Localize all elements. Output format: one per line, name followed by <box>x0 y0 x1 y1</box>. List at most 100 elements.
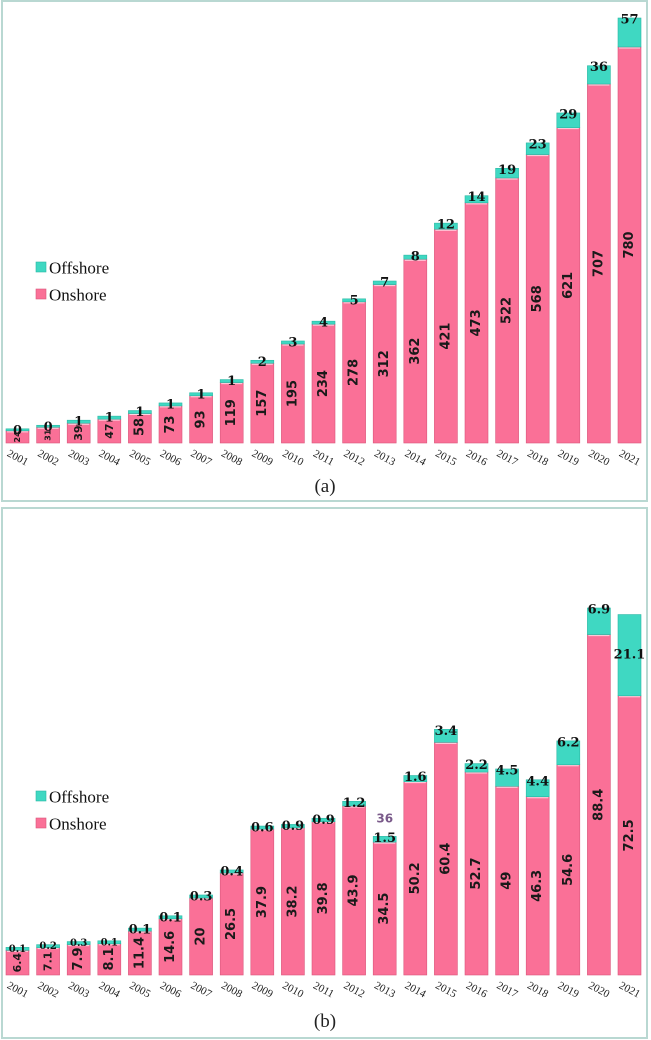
x-tick-label: 2004 <box>97 980 122 1001</box>
offshore-value-label: 3 <box>288 335 297 350</box>
x-tick-label: 2004 <box>97 448 122 469</box>
onshore-value-label: 39 <box>72 425 85 440</box>
offshore-value-label: 1 <box>135 405 144 420</box>
offshore-value-label: 0.6 <box>251 821 274 836</box>
offshore-value-label: 5 <box>350 293 359 308</box>
bar-offshore-a-2016 <box>464 195 489 204</box>
x-tick-label: 2002 <box>36 448 61 469</box>
onshore-value-label: 234 <box>316 370 331 397</box>
annotation-label: 36 <box>376 811 393 825</box>
onshore-value-label: 24 <box>13 431 22 443</box>
onshore-value-label: 312 <box>377 350 392 377</box>
onshore-value-label: 14.6 <box>163 931 178 963</box>
onshore-value-label: 522 <box>500 297 515 324</box>
bar-offshore-a-2003 <box>66 419 91 424</box>
chart-caption: (a) <box>314 476 335 497</box>
chart-caption: (b) <box>314 1011 336 1032</box>
x-tick-label: 2019 <box>556 980 581 1001</box>
x-tick-label: 2009 <box>250 980 275 1001</box>
x-tick-label: 2012 <box>342 448 367 469</box>
bar-offshore-b-2018 <box>525 779 550 797</box>
onshore-value-label: 54.6 <box>561 854 576 886</box>
offshore-value-label: 21.1 <box>614 648 646 663</box>
bar-offshore-b-2006 <box>158 915 183 920</box>
x-tick-label: 2018 <box>525 448 550 469</box>
legend-swatch-onshore <box>35 817 47 829</box>
offshore-value-label: 6.9 <box>588 603 611 618</box>
bar-offshore-b-2008 <box>219 869 244 874</box>
x-tick-label: 2011 <box>311 448 336 469</box>
offshore-value-label: 1 <box>166 397 175 412</box>
bar-offshore-a-2007 <box>189 392 213 397</box>
offshore-value-label: 14 <box>467 190 485 205</box>
bar-offshore-a-2013 <box>372 280 397 285</box>
onshore-value-label: 20 <box>194 927 209 945</box>
onshore-value-label: 37.9 <box>255 886 270 918</box>
x-tick-label: 2018 <box>525 980 550 1001</box>
onshore-value-label: 39.8 <box>316 882 331 914</box>
offshore-value-label: 2.2 <box>465 758 488 773</box>
bar-offshore-a-2012 <box>342 298 366 303</box>
x-tick-label: 2015 <box>433 448 459 469</box>
bar-offshore-a-2002 <box>36 424 60 428</box>
x-tick-label: 2002 <box>36 980 61 1001</box>
offshore-value-label: 0 <box>44 420 53 435</box>
x-tick-label: 2006 <box>158 448 183 469</box>
bar-offshore-a-2019 <box>556 112 581 128</box>
bar-offshore-a-2006 <box>158 402 183 407</box>
bar-offshore-b-2020 <box>587 607 611 635</box>
bar-offshore-b-2011 <box>311 817 336 823</box>
offshore-value-label: 1 <box>197 387 206 402</box>
offshore-value-label: 0 <box>13 423 22 438</box>
onshore-value-label: 7.9 <box>71 947 86 970</box>
offshore-value-label: 0.1 <box>159 910 182 925</box>
onshore-value-label: 34.5 <box>377 893 392 925</box>
legend-swatch-onshore <box>35 288 47 300</box>
onshore-value-label: 43.9 <box>347 874 362 906</box>
x-tick-label: 2005 <box>127 448 152 469</box>
offshore-value-label: 1 <box>227 374 236 389</box>
bar-offshore-a-2011 <box>311 320 336 325</box>
bar-offshore-a-2010 <box>281 340 305 345</box>
bar-offshore-b-2015 <box>434 729 458 743</box>
offshore-value-label: 12 <box>437 218 455 233</box>
onshore-value-label: 93 <box>194 410 209 428</box>
bar-offshore-b-2005 <box>128 927 152 932</box>
x-tick-label: 2021 <box>617 448 642 469</box>
x-tick-label: 2001 <box>5 448 30 469</box>
offshore-value-label: 23 <box>529 137 547 152</box>
offshore-value-label: 1 <box>74 415 83 430</box>
onshore-value-label: 568 <box>530 285 545 312</box>
offshore-value-label: 4.4 <box>526 774 549 789</box>
bar-offshore-b-2007 <box>189 894 213 899</box>
bar-offshore-a-2008 <box>219 379 244 383</box>
offshore-value-label: 0.1 <box>129 923 152 938</box>
x-tick-label: 2003 <box>66 980 91 1001</box>
onshore-value-label: 49 <box>500 872 515 890</box>
legend-swatch-offshore <box>35 261 47 273</box>
offshore-value-label: 3.4 <box>435 724 458 739</box>
onshore-value-label: 60.4 <box>438 843 453 875</box>
bar-offshore-b-2017 <box>495 768 519 787</box>
x-tick-label: 2012 <box>342 980 367 1001</box>
onshore-value-label: 6.4 <box>11 953 24 973</box>
offshore-value-label: 1 <box>105 411 114 426</box>
x-tick-label: 2008 <box>219 980 244 1001</box>
onshore-value-label: 362 <box>408 338 423 365</box>
offshore-value-label: 57 <box>620 13 638 28</box>
offshore-value-label: 0.1 <box>101 937 118 948</box>
x-tick-label: 2020 <box>586 980 611 1001</box>
bar-offshore-b-2021 <box>617 614 642 697</box>
legend-swatch-offshore <box>35 790 47 802</box>
legend-label-onshore: Onshore <box>49 286 107 305</box>
onshore-value-label: 31 <box>44 429 53 441</box>
onshore-value-label: 7.1 <box>42 952 55 972</box>
offshore-value-label: 0.3 <box>190 889 213 904</box>
bar-offshore-b-2012 <box>342 801 366 807</box>
offshore-value-label: 4.5 <box>496 763 519 778</box>
onshore-value-label: 278 <box>347 359 362 386</box>
onshore-value-label: 621 <box>561 272 576 299</box>
onshore-value-label: 73 <box>163 415 178 433</box>
x-tick-label: 2013 <box>372 980 398 1001</box>
